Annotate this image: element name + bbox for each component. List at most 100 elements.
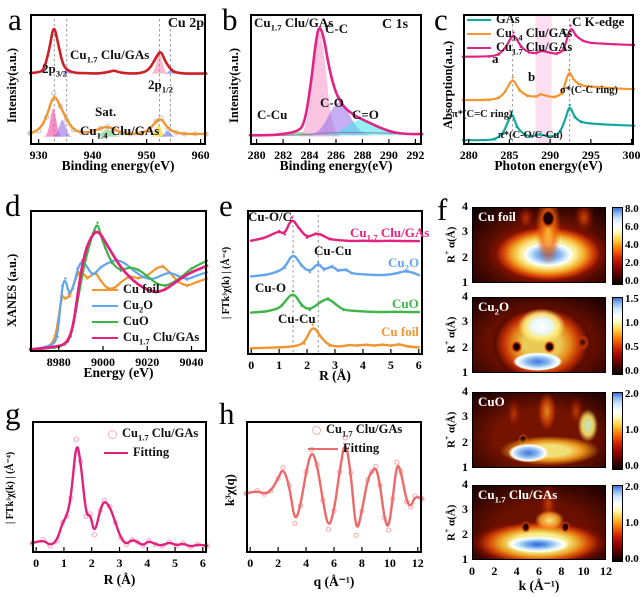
heatmap-cuo-colorbar [612, 392, 623, 470]
ann-cuoc-label: Cu-O/C [248, 209, 293, 224]
legend-label-d-cuo: CuO [123, 314, 149, 328]
svg-text:288: 288 [353, 148, 371, 162]
panel-d-xlabel: Energy (eV) [83, 365, 154, 380]
panel-h-xlabel: q (Å⁻¹) [313, 574, 355, 589]
panel-letter-e: e [219, 188, 233, 223]
legend-line-d-cuo [92, 320, 118, 323]
ann-ceo-peak-label: C=O [352, 107, 379, 122]
svg-text:6: 6 [331, 556, 337, 570]
colorbar-tick: 0.5 [625, 341, 639, 354]
heatmap-xtick: 4 [513, 564, 520, 578]
legend-d-cu2o: Cu2O [92, 298, 153, 315]
ann-e-cucu-bottom-label: Cu-Cu [278, 311, 316, 326]
heatmap-cu17-label: Cu1.7 Clu/GAs [478, 487, 558, 505]
svg-text:1: 1 [276, 358, 282, 372]
panel-b-xlabel: Binding energy(eV) [279, 158, 393, 173]
heatmap-cuo-canvas [472, 392, 606, 468]
legend-label-gas: GAs [496, 12, 520, 26]
panel-e-plot: 0 1 2 3 4 5 6 [247, 210, 423, 372]
panel-letter-d: d [5, 188, 21, 223]
panel-g-xlabel: R (Å) [103, 572, 136, 587]
legend-label-g-data: Cu1.7 Clu/GAs [122, 426, 199, 443]
heatmap-cu-foil-canvas [472, 207, 606, 283]
ann-cc-peak-label: C-C [325, 21, 349, 36]
panel-c-ylabel: Absorption(a.u.) [441, 40, 455, 130]
ann-co-peak-label: C-O [320, 95, 344, 110]
heatmap-ytick: 1 [462, 551, 468, 566]
svg-text:295: 295 [582, 148, 600, 162]
legend-line-gas [467, 18, 491, 21]
svg-text:3: 3 [117, 556, 123, 570]
heatmap-cu17-clu-gas: Cu1.7 Clu/GAs 4 3 2 1 2.0 1.0 0.0 0 2 4 6 8 10 12 [462, 477, 639, 578]
legend-label-d-cufoil: Cu foil [123, 282, 160, 296]
svg-text:286: 286 [327, 148, 345, 162]
panel-a-ylabel: Intensity(a.u.) [5, 47, 19, 123]
heatmap-cu2o: Cu2O 4 3 2 1 1.5 1.0 0.5 0.0 [462, 289, 639, 379]
heatmap-cuo-label: CuO [478, 394, 505, 409]
panel-c-xlabel: Photon energy(eV) [494, 158, 603, 173]
svg-text:5: 5 [388, 358, 394, 372]
legend-g-fitting: Fitting [104, 445, 169, 460]
heatmap-cu2o-colorbar [612, 297, 623, 375]
colorbar-tick: 4.0 [625, 239, 639, 251]
svg-text:9000: 9000 [91, 355, 115, 369]
ann-e-cufoil-label: Cu foil [381, 324, 419, 339]
legend-d-cuo: CuO [92, 314, 149, 329]
legend-label-h-data: Cu1.7 Clu/GAs [326, 422, 403, 439]
ann-e-cucu-top-label: Cu-Cu [314, 243, 352, 258]
panel-c-plot: 280 285 290 295 300 [460, 14, 640, 162]
ann-e-cu17-label: Cu1.7 Clu/GAs [350, 225, 430, 243]
svg-text:5: 5 [172, 556, 178, 570]
heatmap-cu2o-yticks: 4 3 2 1 [455, 289, 470, 379]
ann-peak-b-label: b [528, 69, 536, 84]
ann-b-cu17-label: Cu1.7 Clu/GAs [254, 15, 334, 33]
svg-text:4: 4 [144, 556, 150, 570]
svg-text:0: 0 [248, 358, 254, 372]
legend-line-d-cufoil [92, 288, 118, 291]
panel-c-title: C K-edge [572, 14, 625, 29]
colorbar-tick: 1.0 [625, 424, 639, 436]
ann-peak-a-label: a [492, 51, 499, 66]
legend-circle-h-data [312, 425, 321, 435]
panel-e-ylabel: | FTk³χ(k) | (Å⁻⁴) [221, 246, 232, 320]
colorbar-tick: 8.0 [625, 202, 639, 215]
heatmap-ytick: 4 [462, 476, 468, 491]
legend-label-d-cu2o: Cu2O [123, 298, 153, 315]
ann-ccu-peak-label: C-Cu [257, 107, 288, 122]
svg-text:1: 1 [61, 556, 67, 570]
panel-b-ylabel: Intensity(a.u.) [227, 47, 241, 123]
ann-e-cuo-label: CuO [392, 296, 419, 311]
panel-h-plot: 0 2 4 6 8 10 12 [243, 421, 425, 570]
svg-text:930: 930 [30, 148, 48, 162]
svg-text:280: 280 [248, 148, 266, 162]
svg-text:290: 290 [380, 148, 398, 162]
legend-c-cu14: Cu1.4 Clu/GAs [467, 26, 572, 43]
legend-line-cu17 [467, 47, 491, 50]
panel-g-plot: 0 1 2 3 4 5 6 [29, 421, 210, 570]
svg-text:8: 8 [359, 556, 365, 570]
svg-text:960: 960 [192, 148, 210, 162]
legend-label-cu14: Cu1.4 Clu/GAs [496, 26, 573, 43]
legend-label-h-fitting: Fitting [343, 441, 380, 455]
colorbar-tick: 0.0 [625, 275, 639, 288]
colorbar-tick: 2.0 [625, 480, 639, 493]
heatmap-ytick: 1 [462, 364, 468, 379]
svg-text:2: 2 [89, 556, 95, 570]
svg-text:6: 6 [416, 358, 422, 372]
heatmap-ytick: 2 [462, 434, 468, 449]
panel-e-xlabel: R (Å) [319, 368, 351, 383]
colorbar-tick: 0.0 [625, 460, 639, 473]
panel-b-plot: 280 282 284 286 288 290 292 [248, 14, 424, 162]
ann-2p32-label: 2p3/2 [42, 61, 68, 79]
svg-text:6: 6 [200, 556, 206, 570]
heatmap-ytick: 2 [462, 339, 468, 354]
heatmap-ytick: 3 [462, 224, 468, 239]
legend-label-d-cu17: Cu1.7 Clu/GAs [123, 330, 200, 347]
legend-h-fitting: Fitting [308, 441, 379, 456]
heatmap-cu-foil: Cu foil 4 3 2 1 8.0 6.0 4.0 2.0 0.0 [462, 199, 639, 289]
ann-e-cu2o-label: Cu2O [388, 255, 420, 273]
heatmap-cuo: CuO 4 3 2 1 2.0 1.0 0.0 [462, 384, 639, 474]
heatmap-cu-foil-colorbar [612, 207, 623, 285]
svg-text:8980: 8980 [47, 355, 71, 369]
